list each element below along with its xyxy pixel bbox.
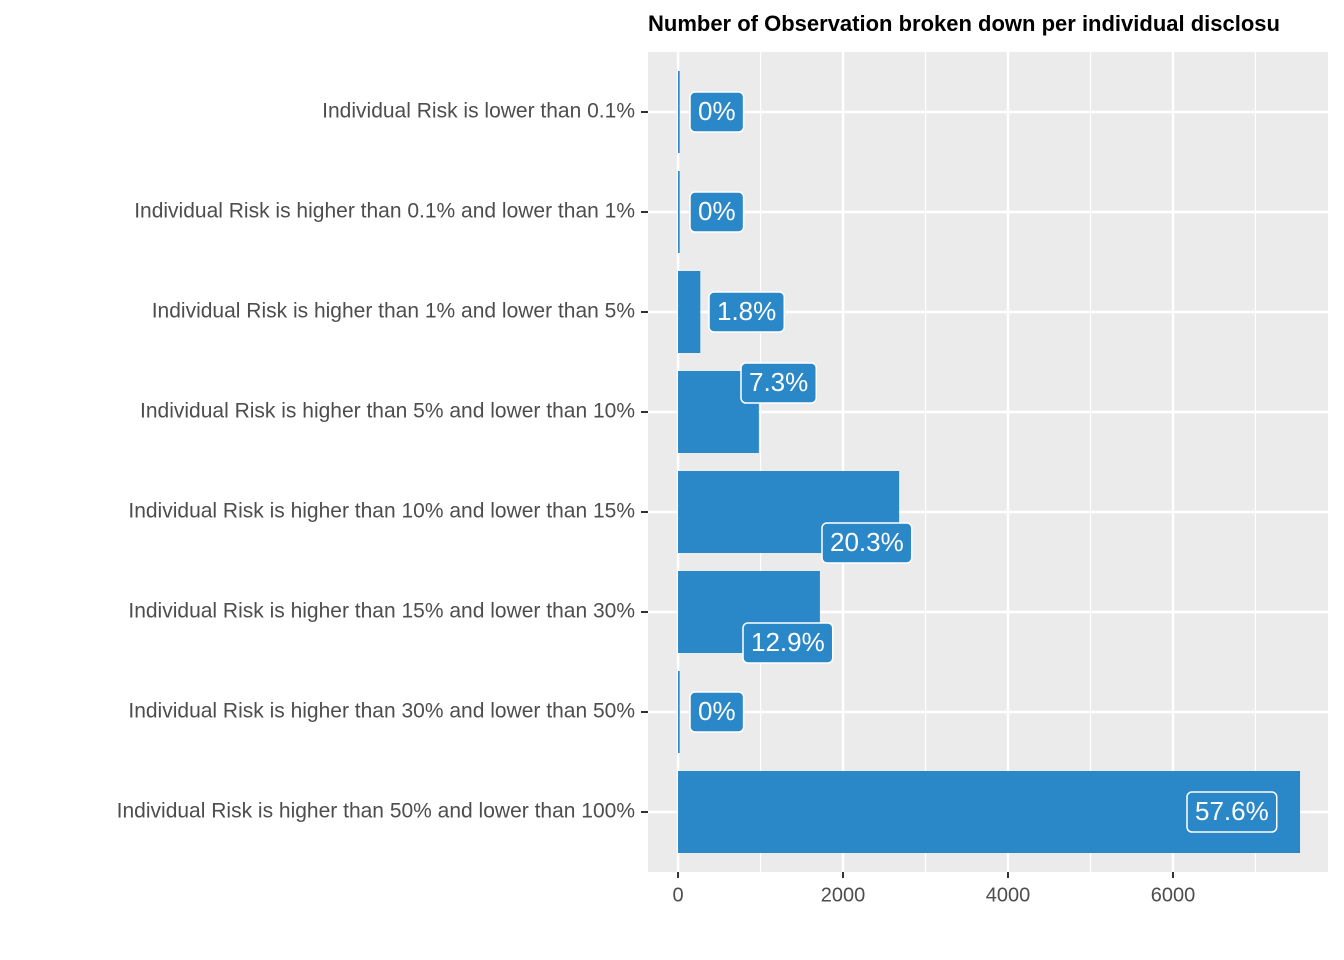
y-tick-label: Individual Risk is higher than 30% and l… — [128, 700, 635, 723]
data-label: 1.8% — [708, 291, 786, 333]
y-tick-label: Individual Risk is higher than 10% and l… — [128, 500, 635, 523]
data-label-text: 57.6% — [1195, 796, 1269, 826]
data-label-box — [740, 362, 818, 404]
data-label-text: 7.3% — [749, 367, 808, 397]
x-tick-label: 4000 — [986, 884, 1031, 906]
y-tick-label: Individual Risk is higher than 0.1% and … — [134, 200, 635, 223]
data-label-box — [821, 522, 913, 564]
data-label: 0% — [689, 91, 745, 133]
data-label-text: 0% — [698, 696, 736, 726]
data-label-box — [689, 691, 745, 733]
data-label: 20.3% — [821, 522, 913, 564]
y-tick-label: Individual Risk is higher than 1% and lo… — [152, 300, 635, 323]
data-label: 7.3% — [740, 362, 818, 404]
data-label-box — [689, 91, 745, 133]
data-label-text: 20.3% — [830, 527, 904, 557]
x-tick-label: 0 — [672, 884, 683, 906]
data-label-box — [689, 191, 745, 233]
y-tick-label: Individual Risk is higher than 5% and lo… — [140, 400, 635, 423]
data-label: 0% — [689, 691, 745, 733]
panel — [648, 52, 1328, 872]
data-label-text: 0% — [698, 196, 736, 226]
data-label: 0% — [689, 191, 745, 233]
bar — [678, 71, 680, 153]
data-label: 12.9% — [742, 622, 834, 664]
y-tick-label: Individual Risk is higher than 15% and l… — [128, 600, 635, 623]
y-tick-label: Individual Risk is higher than 50% and l… — [117, 800, 635, 823]
x-tick-label: 2000 — [821, 884, 866, 906]
data-label-text: 0% — [698, 96, 736, 126]
data-label-box — [1186, 791, 1278, 833]
bar — [678, 671, 680, 753]
y-tick-label: Individual Risk is lower than 0.1% — [322, 100, 635, 123]
bar — [678, 271, 701, 353]
data-label: 57.6% — [1186, 791, 1278, 833]
chart-title: Number of Observation broken down per in… — [648, 11, 1280, 36]
data-label-text: 12.9% — [751, 627, 825, 657]
x-tick-label: 6000 — [1151, 884, 1196, 906]
data-label-box — [708, 291, 786, 333]
data-label-text: 1.8% — [717, 296, 776, 326]
data-label-box — [742, 622, 834, 664]
bar — [678, 171, 680, 253]
